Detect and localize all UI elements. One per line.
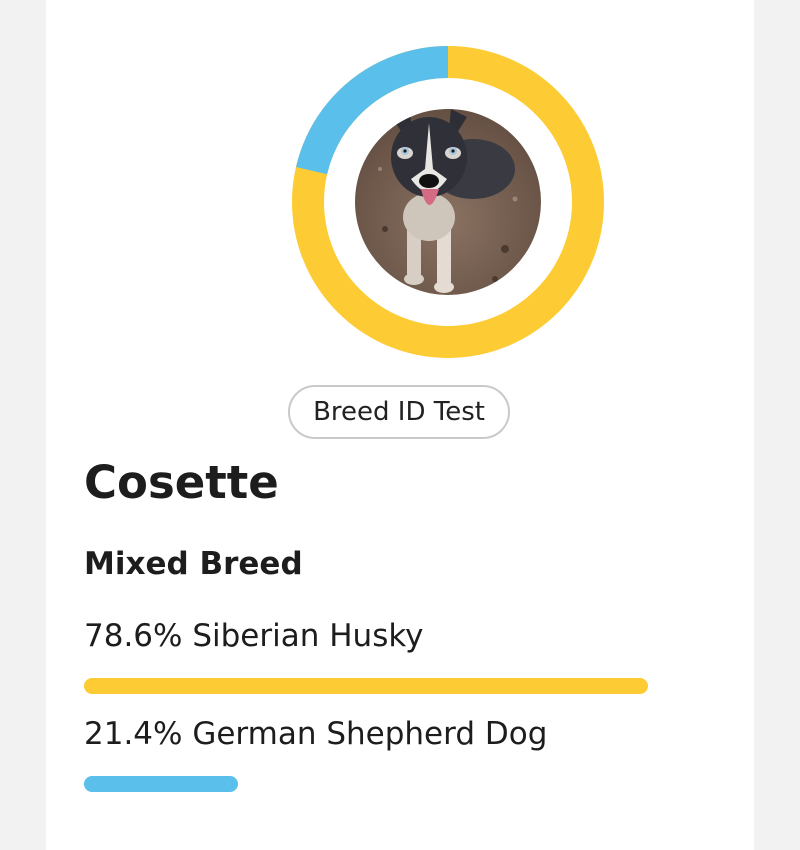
breed-label: 21.4% German Shepherd Dog bbox=[84, 716, 548, 752]
breed-ring bbox=[292, 46, 604, 358]
breed-bar-track bbox=[84, 776, 648, 792]
breed-label: 78.6% Siberian Husky bbox=[84, 618, 424, 654]
breed-bar-fill bbox=[84, 678, 648, 694]
breed-type: Mixed Breed bbox=[84, 546, 303, 582]
breed-row-primary: 78.6% Siberian Husky bbox=[84, 618, 684, 694]
dog-photo bbox=[355, 109, 541, 295]
breed-ring-chart bbox=[292, 46, 604, 358]
dog-name: Cosette bbox=[84, 456, 279, 509]
ring-segment-secondary bbox=[295, 46, 449, 175]
breed-bar-fill bbox=[84, 776, 238, 792]
breed-bar-track bbox=[84, 678, 648, 694]
breed-id-test-badge[interactable]: Breed ID Test bbox=[288, 385, 510, 439]
breed-row-secondary: 21.4% German Shepherd Dog bbox=[84, 716, 684, 792]
breed-result-card: Breed ID Test Cosette Mixed Breed 78.6% … bbox=[46, 0, 754, 850]
